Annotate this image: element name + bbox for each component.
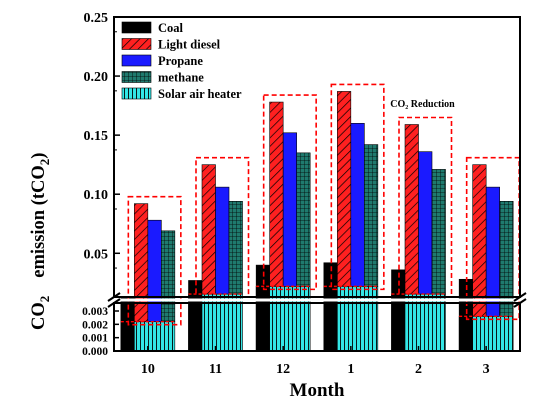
legend-label: Propane [158,54,203,68]
x-tick-label-10: 10 [141,362,155,377]
legend-label: methane [158,71,204,85]
labels-layer: 10 11 12 1 2 30.050.100.150.200.250.0000.0010… [29,11,490,401]
bar-light-diesel-2 [404,124,419,295]
y-tick-label: 0.05 [84,247,109,262]
bar-methane-2 [431,169,446,295]
reduction-frame-12 [262,94,317,291]
axis-break-mark [513,292,527,302]
y-tick-label: 0.003 [82,306,108,318]
bar-light-diesel-12 [269,101,284,287]
bar-propane-11 [215,186,230,295]
y-tick-label: 0.25 [84,11,109,26]
y-tick-label: 0.001 [82,333,108,345]
legend-label: Light diesel [158,38,221,52]
legend-label: Solar air heater [158,87,242,101]
bar-light-diesel-3 [472,164,487,317]
bar-propane-10 [147,219,162,322]
bar-propane-12 [282,132,297,287]
reduction-frame-1 [330,83,385,291]
x-tick-label-3: 3 [483,362,490,377]
bar-propane-2 [418,151,433,295]
axis-break-mark [107,292,121,302]
bar-light-diesel-1 [337,91,352,287]
legend-swatch-coal [121,21,152,34]
y-tick-label: 0.20 [84,70,109,85]
y-tick-label: 0.000 [82,346,108,358]
legend-label: Coal [158,21,184,35]
y-tick-label: 0.10 [84,188,109,203]
reduction-frame-3 [465,156,520,321]
y-tick-label: 0.002 [82,319,108,331]
bar-methane-12 [296,152,311,287]
reduction-frame-10 [127,195,182,326]
x-tick-label-2: 2 [415,362,422,377]
axis-break-mark [107,298,121,308]
bar-coal-12 [255,264,270,352]
bar-coal-3 [458,278,473,352]
x-tick-label-12: 12 [276,362,290,377]
legend-swatch-light-diesel [121,38,152,50]
bar-propane-1 [350,123,365,287]
annotation-co2-reduction: CO₂ Reduction [390,99,455,110]
y-axis-label: CO2emission (tCO2) [29,153,52,330]
legend-swatch-solar-air-heater [121,87,152,100]
x-axis-label: Month [290,380,345,401]
axes-layer [104,16,530,352]
legend-swatch-methane [121,71,152,83]
bar-light-diesel-11 [201,164,216,295]
bar-methane-11 [228,201,243,295]
y-tick-label: 0.15 [84,129,109,144]
bars-layer [120,91,514,352]
legend-swatch-propane [121,54,152,67]
axis-break-mark [513,298,527,308]
x-tick-label-11: 11 [209,362,222,377]
legend: Coal Light diesel Propane methane Solar air … [121,21,242,101]
bar-methane-10 [161,230,176,322]
x-tick-label-1: 1 [347,362,354,377]
lower-plot-frame [113,302,521,352]
bar-methane-1 [364,144,379,287]
upper-plot-frame [113,16,521,298]
